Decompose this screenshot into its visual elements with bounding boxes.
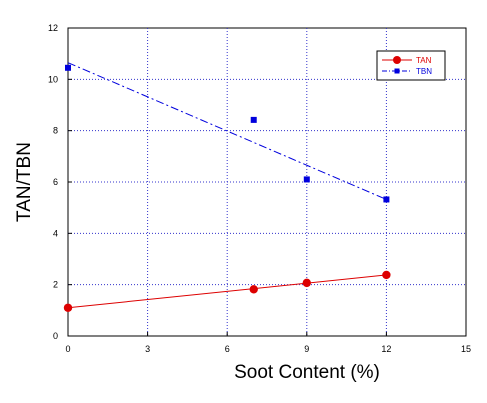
x-tick-label: 0 bbox=[65, 344, 70, 354]
tan-point bbox=[382, 270, 391, 280]
tbn-point bbox=[250, 116, 257, 123]
y-tick-label: 12 bbox=[48, 23, 58, 33]
tan-point bbox=[63, 303, 73, 312]
data-points bbox=[63, 64, 391, 312]
legend-box bbox=[376, 50, 446, 81]
y-tick-label: 4 bbox=[53, 228, 58, 238]
tbn-point bbox=[65, 64, 71, 71]
legend-tbn-label: TBN bbox=[416, 67, 432, 76]
trend-lines bbox=[67, 62, 387, 309]
y-tick-label: 2 bbox=[53, 280, 58, 290]
x-axis-label: Soot Content (%) bbox=[234, 362, 380, 383]
x-tick-label: 3 bbox=[145, 344, 150, 354]
legend-tan-label: TAN bbox=[416, 56, 432, 65]
x-tick-label: 12 bbox=[381, 344, 391, 354]
tan-point bbox=[302, 278, 311, 288]
tbn-point bbox=[383, 196, 390, 203]
y-axis-label: TAN/TBN bbox=[14, 142, 35, 222]
tbn-trend-line bbox=[67, 62, 387, 200]
legend: TAN TBN bbox=[376, 50, 446, 81]
legend-tan-marker bbox=[393, 56, 401, 64]
y-tick-label: 10 bbox=[48, 74, 58, 84]
tbn-point bbox=[303, 176, 310, 183]
y-axis-ticks: 0 2 4 6 8 10 12 bbox=[48, 23, 72, 341]
tan-point bbox=[249, 285, 258, 294]
x-tick-label: 6 bbox=[225, 344, 230, 354]
y-tick-label: 0 bbox=[53, 331, 58, 341]
tan-trend-line bbox=[67, 274, 387, 309]
legend-tbn-marker bbox=[394, 68, 400, 74]
x-tick-label: 9 bbox=[304, 344, 309, 354]
y-tick-label: 8 bbox=[53, 126, 58, 136]
y-tick-label: 6 bbox=[53, 177, 58, 187]
x-tick-label: 15 bbox=[461, 344, 471, 354]
x-axis-ticks: 0 3 6 9 12 15 bbox=[65, 332, 471, 354]
